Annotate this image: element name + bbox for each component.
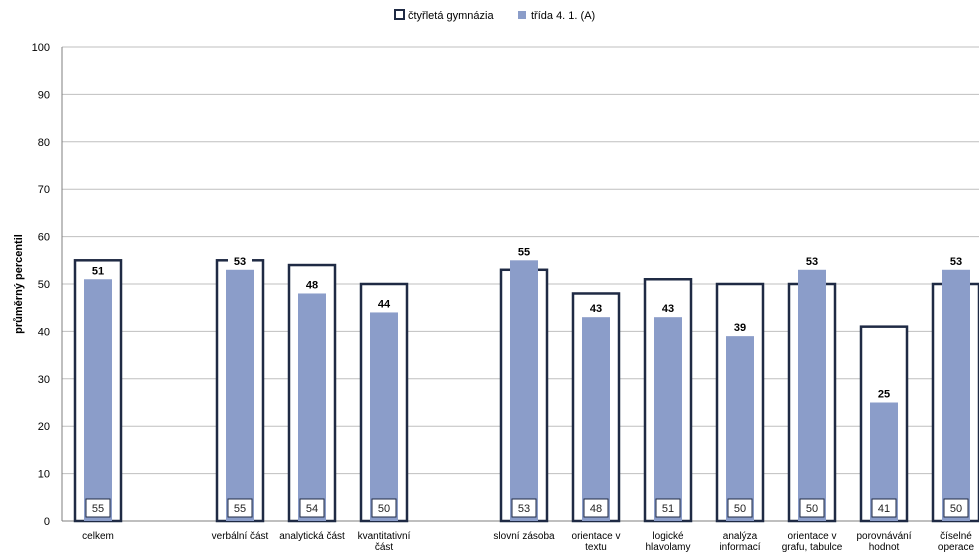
y-tick-label: 0 (44, 516, 50, 528)
bar-class (510, 260, 538, 521)
value-label-bg (300, 276, 324, 292)
y-axis-title: průměrný percentil (13, 234, 25, 334)
legend: čtyřletá gymnázia třída 4. 1. (A) (394, 9, 595, 22)
value-label-bg (728, 319, 752, 335)
x-tick-label: orientace v grafu, tabulce (782, 531, 843, 553)
value-label-reference: 50 (806, 503, 818, 515)
value-label-reference-box (943, 498, 969, 518)
y-tick-label: 60 (38, 232, 50, 244)
value-label-class: 43 (590, 303, 602, 315)
value-label-class: 44 (378, 298, 391, 310)
value-label-bg (656, 300, 680, 316)
value-label-reference-box (655, 498, 681, 518)
value-label-reference-box (511, 498, 537, 518)
x-tick-label: verbální část (212, 531, 269, 542)
x-tick-label: celkem (82, 531, 114, 542)
y-tick-label: 10 (38, 469, 50, 481)
x-tick-labels: celkem verbální část analytická část kvanti… (82, 531, 974, 553)
bar-class (582, 317, 610, 521)
x-tick-label: analytická část (279, 531, 345, 542)
value-label-reference: 50 (950, 503, 962, 515)
bar-class (298, 293, 326, 521)
value-label-bg (944, 252, 968, 268)
x-tick-label: slovní zásoba (493, 531, 555, 542)
x-tick-label: porovnávání hodnot (856, 531, 911, 553)
value-label-class: 53 (234, 256, 246, 268)
legend-swatch-fill (518, 11, 526, 19)
bar-class (942, 269, 970, 521)
y-tick-label: 80 (38, 137, 50, 149)
y-tick-label: 40 (38, 326, 50, 338)
bar-class (726, 336, 754, 521)
x-tick-label: orientace v textu (572, 531, 621, 553)
y-tick-label: 50 (38, 279, 50, 291)
value-label-reference-box (871, 498, 897, 518)
value-label-class: 48 (306, 279, 318, 291)
value-label-reference: 51 (662, 503, 674, 515)
value-label-reference-box (799, 498, 825, 518)
value-label-reference-box (371, 498, 397, 518)
y-tick-label: 100 (32, 42, 50, 54)
value-label-bg (584, 300, 608, 316)
value-label-bg (872, 385, 896, 401)
value-label-class: 39 (734, 322, 746, 334)
value-label-reference: 55 (234, 503, 246, 515)
x-tick-label: kvantitativní část (358, 531, 411, 553)
y-tick-labels: 0 10 20 30 40 50 60 70 80 90 100 (32, 42, 50, 528)
bar-class (798, 269, 826, 521)
value-label-bg (228, 252, 252, 268)
bar-class (84, 279, 112, 521)
x-tick-label: číselné operace (938, 531, 975, 553)
x-tick-label: logické hlavolamy (645, 531, 690, 553)
value-label-reference-box (299, 498, 325, 518)
value-label-class: 43 (662, 303, 674, 315)
value-label-reference: 50 (378, 503, 390, 515)
value-label-reference: 54 (306, 503, 318, 515)
value-label-reference: 41 (878, 503, 890, 515)
x-tick-label: analýza informací (719, 531, 760, 553)
legend-label-series-2: třída 4. 1. (A) (531, 10, 595, 22)
value-label-reference-box (85, 498, 111, 518)
value-label-reference: 48 (590, 503, 602, 515)
legend-label-series-1: čtyřletá gymnázia (408, 10, 494, 22)
value-label-bg (372, 295, 396, 311)
bars: 51 55 53 55 48 54 44 50 55 53 43 48 43 51 39 50 53 50 25 41… (73, 243, 979, 523)
bar-class (370, 312, 398, 521)
bar-class (226, 269, 254, 521)
value-label-bg (86, 262, 110, 278)
value-label-bg (512, 243, 536, 259)
y-tick-label: 90 (38, 89, 50, 101)
value-label-reference-box (227, 498, 253, 518)
y-tick-label: 20 (38, 421, 50, 433)
value-label-class: 51 (92, 265, 104, 277)
value-label-reference: 55 (92, 503, 104, 515)
value-label-reference-box (727, 498, 753, 518)
value-label-class: 53 (806, 256, 818, 268)
bar-class (654, 317, 682, 521)
y-tick-label: 30 (38, 374, 50, 386)
y-tick-label: 70 (38, 184, 50, 196)
value-label-bg (800, 252, 824, 268)
value-label-class: 25 (878, 389, 890, 401)
legend-swatch-outline (394, 9, 405, 20)
value-label-class: 55 (518, 246, 530, 258)
value-label-reference: 53 (518, 503, 530, 515)
value-label-reference-box (583, 498, 609, 518)
value-label-class: 53 (950, 256, 962, 268)
value-label-reference: 50 (734, 503, 746, 515)
